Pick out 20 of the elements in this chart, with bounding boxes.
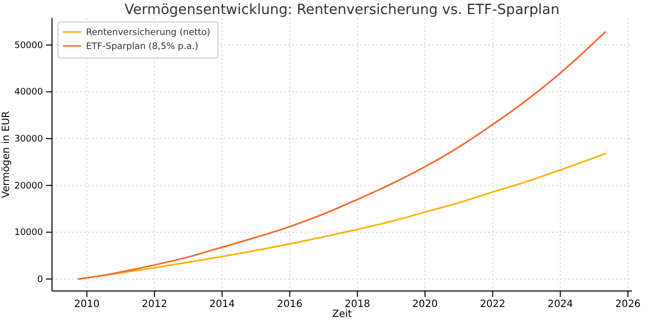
y-tick-label: 50000	[14, 40, 44, 51]
y-tick-label: 0	[37, 274, 44, 285]
x-tick-label: 2018	[344, 299, 370, 310]
x-tick-label: 2022	[480, 299, 506, 310]
chart-title: Vermögensentwicklung: Rentenversicherung vs. ETF-Sparplan	[124, 2, 560, 18]
legend-label: ETF-Sparplan (8,5% p.a.)	[86, 42, 198, 52]
y-tick-label: 10000	[14, 228, 44, 238]
x-tick-label: 2010	[74, 299, 100, 310]
y-tick-label: 40000	[14, 88, 44, 98]
y-tick-label: 30000	[14, 134, 44, 144]
x-tick-label: 2016	[277, 299, 302, 310]
x-tick-label: 2012	[142, 299, 168, 310]
y-tick-label: 20000	[14, 181, 44, 192]
x-axis-title: Zeit	[332, 309, 352, 320]
x-tick-label: 2020	[412, 299, 438, 310]
legend-label: Rentenversicherung (netto)	[86, 28, 210, 38]
x-tick-label: 2014	[209, 299, 235, 310]
y-axis-title: Vermögen in EUR	[1, 111, 12, 198]
x-tick-label: 2024	[548, 299, 574, 310]
x-tick-label: 2026	[615, 299, 641, 310]
